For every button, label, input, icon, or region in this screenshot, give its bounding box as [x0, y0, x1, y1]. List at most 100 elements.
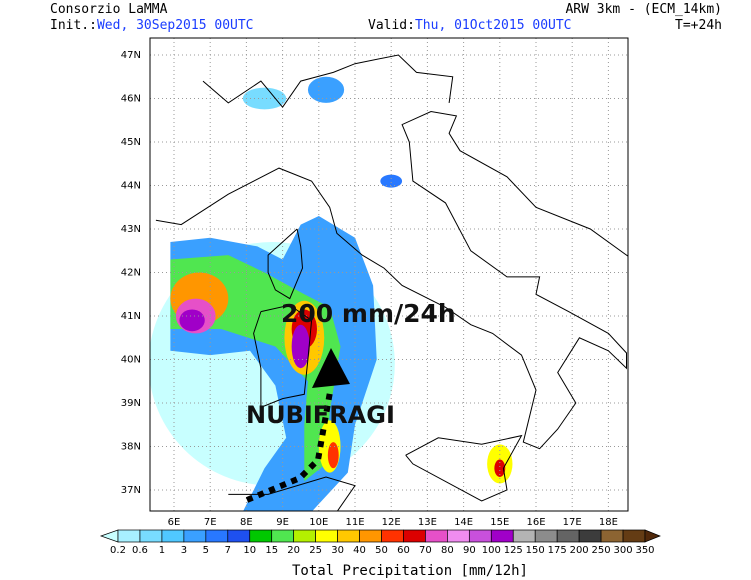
colorbar: 0.2 0.6 1 3 5 7 10 15 20 25 30 40 50 60 70 80 90 100 125 15…	[99, 529, 661, 556]
colorbar-swatch	[425, 529, 448, 543]
colorbar-label: 15	[265, 545, 278, 556]
lon-label: 6E	[168, 517, 181, 528]
colorbar-swatch	[512, 529, 536, 543]
map-frame	[149, 37, 629, 512]
border	[202, 54, 454, 109]
colorbar-swatch	[271, 529, 295, 543]
lon-label: 17E	[563, 517, 582, 528]
colorbar-label: 0.6	[132, 545, 148, 556]
lon-label: 8E	[240, 517, 253, 528]
precip-area	[307, 76, 345, 103]
colorbar-swatch	[622, 529, 646, 543]
colorbar-label: 90	[463, 545, 476, 556]
precip-area	[380, 174, 403, 188]
colorbar-swatch	[600, 529, 624, 543]
model: ARW 3km - (ECM_14km)	[565, 2, 722, 17]
precip-area	[291, 324, 310, 369]
coastline	[155, 110, 628, 450]
colorbar-label: 300	[613, 545, 632, 556]
lon-label: 16E	[526, 517, 545, 528]
valid-time: Valid:Thu, 01Oct2015 00UTC	[368, 18, 572, 33]
lon-label: 14E	[454, 517, 473, 528]
lon-label: 10E	[309, 517, 328, 528]
track-arrow	[312, 348, 350, 388]
colorbar-label: 20	[287, 545, 300, 556]
precip-area	[242, 87, 287, 110]
lon-label: 13E	[418, 517, 437, 528]
colorbar-label: 1	[159, 545, 165, 556]
lon-label: 11E	[345, 517, 364, 528]
colorbar-label: 40	[353, 545, 366, 556]
colorbar-swatch	[139, 529, 163, 543]
colorbar-label: 200	[570, 545, 589, 556]
colorbar-under	[99, 529, 119, 543]
lat-label: 37N	[121, 485, 141, 496]
colorbar-title: Total Precipitation [mm/12h]	[292, 563, 528, 579]
lat-label: 39N	[121, 398, 141, 409]
colorbar-swatch	[359, 529, 382, 543]
lat-label: 41N	[121, 311, 141, 322]
lon-label: 9E	[276, 517, 289, 528]
lon-label: 12E	[382, 517, 401, 528]
init-value: Wed, 30Sep2015 00UTC	[97, 18, 254, 33]
colorbar-label: 250	[592, 545, 611, 556]
storm-track	[245, 391, 333, 503]
colorbar-swatch	[534, 529, 558, 543]
annotation: NUBIFRAGI	[246, 401, 395, 429]
lon-label: 18E	[599, 517, 618, 528]
colorbar-over	[644, 529, 661, 543]
colorbar-swatch	[468, 529, 492, 543]
colorbar-swatch	[249, 529, 273, 543]
colorbar-label: 30	[331, 545, 344, 556]
lon-label: 7E	[204, 517, 217, 528]
precip-area	[327, 442, 339, 469]
colorbar-swatch	[337, 529, 360, 543]
colorbar-swatch	[403, 529, 426, 543]
init-label: Init.:	[50, 18, 97, 33]
colorbar-swatch	[578, 529, 602, 543]
lat-label: 46N	[121, 94, 141, 105]
coastline	[228, 476, 356, 511]
colorbar-swatch	[161, 529, 185, 543]
coastline	[405, 434, 523, 502]
colorbar-label: 80	[441, 545, 454, 556]
colorbar-swatch	[117, 529, 141, 543]
colorbar-label: 25	[309, 545, 322, 556]
lat-label: 47N	[121, 50, 141, 61]
coastline	[253, 304, 313, 409]
valid-value: Thu, 01Oct2015 00UTC	[415, 18, 572, 33]
colorbar-label: 70	[419, 545, 432, 556]
valid-label: Valid:	[368, 18, 415, 33]
lead-time: T=+24h	[675, 18, 722, 33]
colorbar-swatch	[447, 529, 470, 543]
lat-label: 42N	[121, 268, 141, 279]
colorbar-swatch	[227, 529, 251, 543]
lat-label: 40N	[121, 355, 141, 366]
colorbar-swatch	[490, 529, 514, 543]
colorbar-label: 175	[548, 545, 567, 556]
colorbar-swatch	[556, 529, 580, 543]
colorbar-label: 10	[243, 545, 256, 556]
colorbar-label: 60	[397, 545, 410, 556]
colorbar-swatch	[293, 529, 316, 543]
colorbar-label: 125	[504, 545, 523, 556]
coastline	[267, 228, 304, 300]
lat-label: 44N	[121, 181, 141, 192]
colorbar-label: 350	[635, 545, 654, 556]
init-time: Init.:Wed, 30Sep2015 00UTC	[50, 18, 254, 33]
colorbar-swatch	[205, 529, 229, 543]
colorbar-swatch	[315, 529, 338, 543]
lat-label: 43N	[121, 224, 141, 235]
colorbar-swatch	[183, 529, 207, 543]
colorbar-label: 0.2	[110, 545, 126, 556]
title: Consorzio LaMMA	[50, 2, 168, 17]
lon-label: 15E	[490, 517, 509, 528]
colorbar-label: 3	[181, 545, 187, 556]
colorbar-label: 7	[225, 545, 231, 556]
annotation: 200 mm/24h	[281, 299, 456, 328]
colorbar-label: 100	[482, 545, 501, 556]
colorbar-label: 150	[526, 545, 545, 556]
colorbar-label: 5	[203, 545, 209, 556]
